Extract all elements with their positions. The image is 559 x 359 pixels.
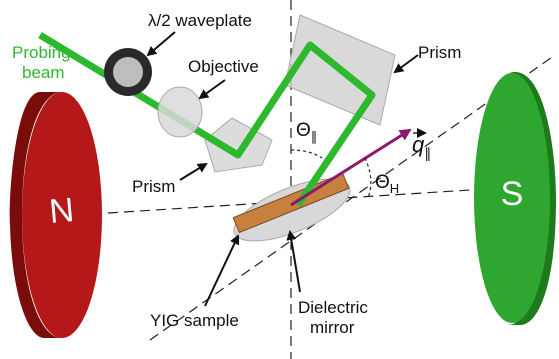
prism-left-label: Prism: [132, 177, 175, 196]
theta-h-label: ΘH: [375, 172, 399, 196]
north-magnet: N: [10, 92, 102, 338]
svg-text:q∥: q∥: [412, 132, 431, 161]
objective-lens: [158, 87, 202, 137]
south-magnet: S: [474, 72, 556, 325]
angle-arc: [365, 158, 371, 198]
yig-sample-label: YIG sample: [150, 311, 239, 330]
angle-arc: [291, 150, 322, 158]
waveplate-label: λ/2 waveplate: [148, 11, 252, 30]
objective-label: Objective: [188, 57, 259, 76]
theta-parallel-label: Θ∥: [296, 120, 317, 144]
q-label: q∥: [412, 132, 431, 161]
waveplate: [104, 48, 152, 96]
diagram: N S λ/2 waveplate Probingbeam Objective …: [0, 0, 559, 359]
north-label: N: [48, 191, 76, 231]
south-label: S: [501, 175, 524, 213]
prism-top-label: Prism: [418, 43, 461, 62]
